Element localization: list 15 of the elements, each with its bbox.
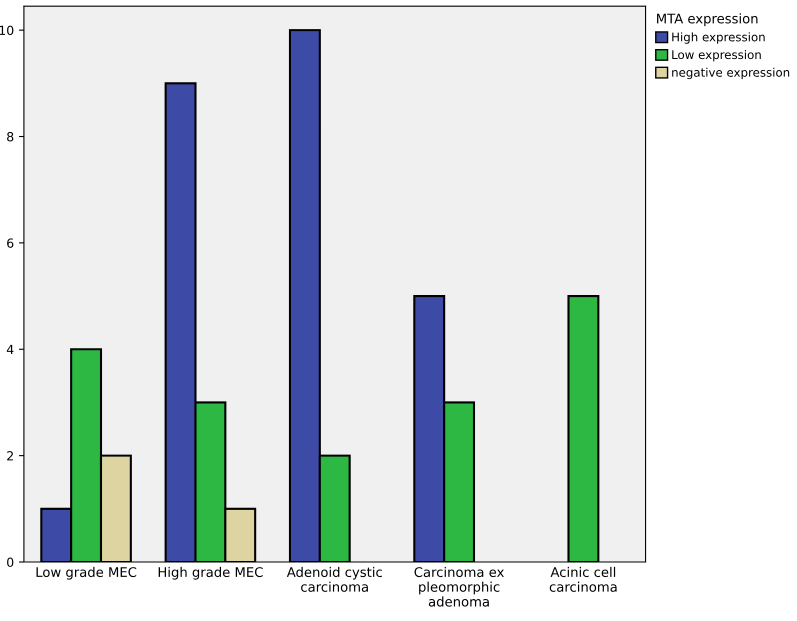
x-tick-label: Carcinoma ex pleomorphic adenoma xyxy=(414,566,504,607)
y-tick-label: 2 xyxy=(7,451,13,460)
y-tick-label: 4 xyxy=(6,344,14,354)
legend-label: negative expression xyxy=(672,68,790,80)
x-tick-label: Acinic cell carcinoma xyxy=(550,566,617,592)
x-tick-label: High grade MEC xyxy=(158,566,263,580)
legend-label: Low expression xyxy=(672,50,761,62)
legend-title: MTA expression xyxy=(657,13,758,26)
y-tick-label: 10 xyxy=(0,26,14,36)
legend-label: High expression xyxy=(672,32,765,44)
y-tick-label: 8 xyxy=(7,132,14,142)
x-tick-label: Adenoid cystic carcinoma xyxy=(286,566,382,592)
x-tick-label: Low grade MEC xyxy=(36,566,136,580)
y-tick-label: 6 xyxy=(7,238,14,248)
y-tick-label: 0 xyxy=(7,557,14,567)
